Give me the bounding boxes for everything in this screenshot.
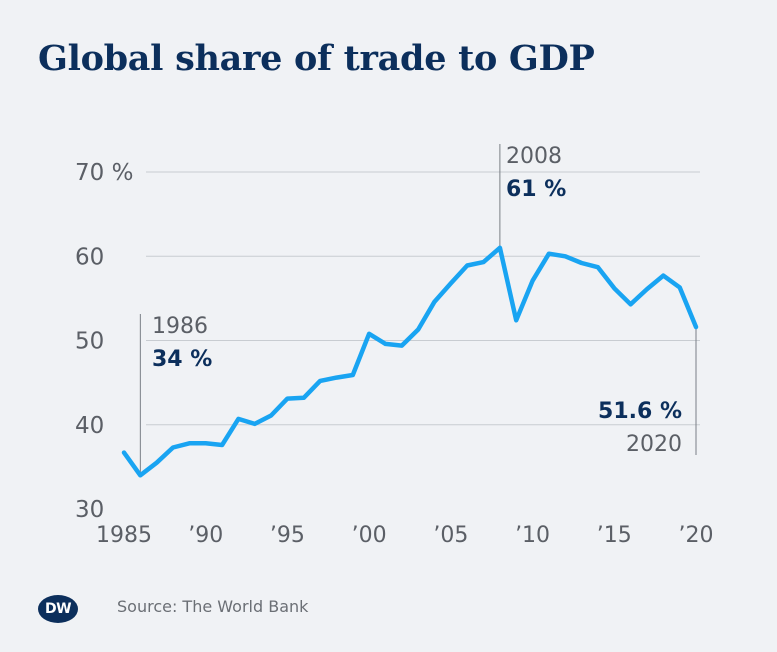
x-tick-label: ’10 [515, 523, 550, 548]
series-line [121, 245, 699, 478]
source-note: Source: The World Bank [117, 597, 309, 616]
dw-logo: DW [38, 595, 78, 623]
chart-title: Global share of trade to GDP [38, 38, 595, 79]
y-tick-label: 60 [75, 244, 104, 270]
y-tick-label: 30 [75, 497, 104, 523]
x-tick-label: ’20 [679, 523, 714, 548]
x-tick-label: ’15 [597, 523, 632, 548]
y-tick-label: 70 % [75, 160, 133, 186]
annotation-year: 1986 [152, 314, 208, 339]
annotation-value: 51.6 % [598, 399, 682, 424]
x-tick-label: ’05 [433, 523, 468, 548]
y-tick-label: 50 [75, 329, 104, 355]
annotation-year: 2020 [626, 432, 682, 457]
x-tick-label: ’95 [270, 523, 305, 548]
x-tick-label: ’00 [352, 523, 387, 548]
y-tick-label: 40 [75, 413, 104, 439]
annotation-year: 2008 [506, 144, 562, 169]
x-tick-label: 1985 [96, 523, 152, 548]
annotation-value: 61 % [506, 177, 566, 202]
x-tick-label: ’90 [188, 523, 223, 548]
annotation-value: 34 % [152, 347, 212, 372]
